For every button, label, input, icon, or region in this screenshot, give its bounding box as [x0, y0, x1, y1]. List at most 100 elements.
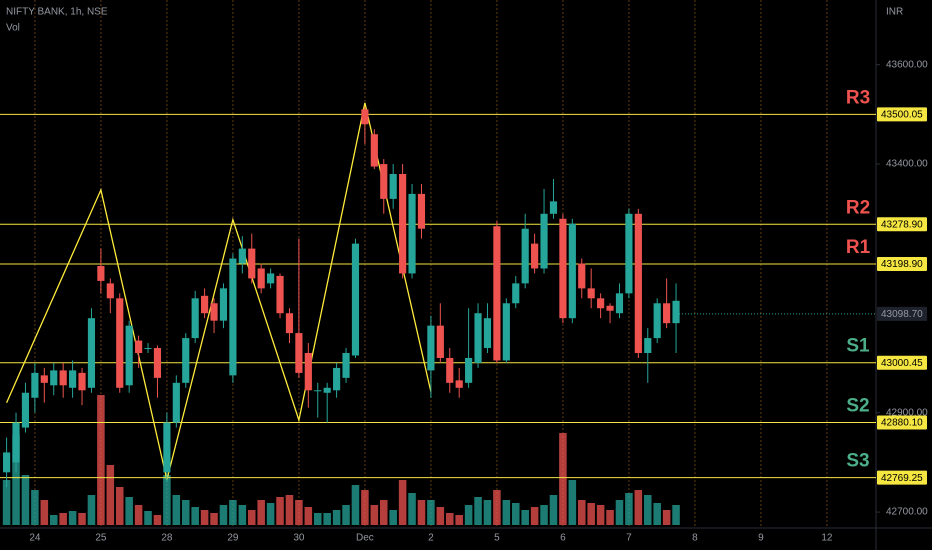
candle-body: [568, 223, 576, 319]
volume-bar: [210, 513, 218, 525]
volume-bar: [332, 510, 341, 525]
volume-bar: [445, 513, 454, 525]
candle-body: [69, 370, 77, 388]
candle-body: [219, 288, 228, 321]
volume-bar: [172, 495, 181, 525]
volume-bar: [153, 515, 162, 525]
volume-bar: [134, 505, 143, 525]
level-tag: 43000.45: [881, 358, 923, 369]
x-tick-label: 7: [626, 533, 632, 544]
volume-bar: [106, 465, 115, 525]
volume-bar: [634, 490, 643, 525]
candle-body: [135, 340, 143, 353]
candle-body: [351, 243, 360, 356]
volume-bar: [361, 490, 369, 525]
candle-body: [323, 387, 331, 393]
volume-bar: [115, 487, 124, 525]
volume-bar: [59, 513, 67, 525]
volume-bar: [483, 500, 492, 525]
volume-bar: [257, 500, 265, 525]
candle-body: [380, 164, 388, 199]
candle-body: [3, 452, 11, 473]
candle-body: [21, 392, 30, 428]
candle-body: [267, 273, 275, 284]
volume-bar: [568, 480, 577, 525]
volume-bar: [370, 505, 379, 525]
volume-bar: [606, 510, 614, 525]
candle-body: [597, 298, 605, 309]
level-name: R1: [846, 237, 871, 258]
candle-body: [634, 213, 642, 353]
volume-bar: [144, 511, 152, 525]
volume-bar: [474, 497, 482, 525]
candle-body: [559, 218, 567, 319]
candle-body: [144, 348, 152, 350]
candle-body: [615, 293, 624, 314]
zigzag-line: [6, 102, 432, 480]
volume-bar: [12, 435, 20, 525]
candle-body: [370, 134, 378, 167]
volume-bar: [200, 510, 209, 525]
candle-body: [106, 283, 114, 299]
candle-body: [78, 372, 86, 391]
candle-body: [304, 352, 312, 391]
last-price-bg: [877, 306, 927, 321]
volume-bar: [285, 495, 294, 525]
candle-body: [399, 174, 407, 274]
candle-body: [606, 305, 614, 311]
candle-body: [333, 367, 341, 391]
candle-body: [295, 333, 303, 373]
x-tick-label: 8: [692, 533, 698, 544]
candle-body: [512, 283, 520, 304]
level-tag: 42769.25: [881, 473, 923, 484]
level-tag: 43500.05: [881, 109, 923, 120]
volume-bar: [351, 485, 360, 525]
x-tick-label: 25: [95, 533, 107, 544]
candle-body: [276, 275, 284, 314]
candle-body: [191, 298, 199, 339]
candle-body: [153, 348, 162, 378]
candle-body: [229, 258, 237, 376]
volume-bar: [31, 490, 39, 525]
volume-bar: [408, 493, 416, 525]
candle-body: [672, 300, 680, 324]
x-tick-label: 30: [293, 533, 305, 544]
x-tick-label: 9: [758, 533, 764, 544]
y-tick-label: 43400.00: [886, 159, 928, 170]
candle-body: [59, 370, 67, 386]
volume-bar: [549, 495, 558, 525]
volume-bar: [78, 513, 86, 525]
volume-bar: [247, 510, 256, 525]
volume-bar: [2, 480, 11, 525]
candle-body: [285, 313, 294, 334]
candle-body: [531, 243, 539, 269]
candle-body: [587, 288, 595, 299]
volume-bar: [672, 505, 680, 525]
level-tag: 43198.90: [881, 259, 923, 270]
level-name: S3: [846, 451, 869, 472]
x-tick-label: 28: [161, 533, 173, 544]
volume-bar: [615, 500, 624, 525]
volume-bar: [323, 513, 331, 525]
volume-bar: [163, 475, 171, 525]
candle-body: [483, 318, 492, 349]
volume-bar: [502, 500, 511, 525]
level-name: S2: [846, 396, 869, 417]
chart-title: NIFTY BANK, 1h, NSE: [6, 7, 108, 18]
candle-body: [238, 248, 246, 264]
level-tag-bg: [877, 107, 927, 122]
volume-bar: [295, 500, 303, 525]
volume-bar: [68, 511, 77, 525]
volume-bar: [653, 503, 661, 525]
volume-bar: [540, 505, 548, 525]
volume-bar: [493, 490, 501, 525]
x-tick-label: Dec: [356, 533, 374, 544]
candle-body: [417, 193, 426, 229]
x-tick-label: 24: [29, 533, 41, 544]
candle-body: [257, 268, 265, 289]
candle-body: [408, 193, 416, 274]
volume-bar: [49, 515, 58, 525]
volume-bar: [530, 507, 539, 525]
volume-bar: [40, 500, 49, 525]
